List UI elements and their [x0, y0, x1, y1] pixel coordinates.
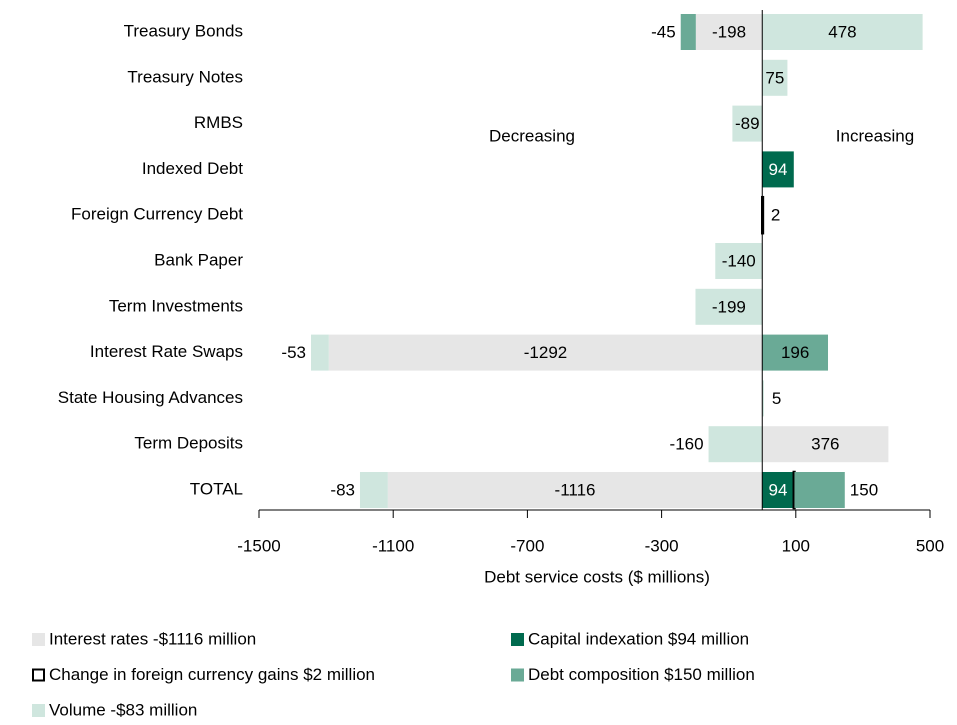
data-label: 196 — [781, 343, 809, 362]
bar — [695, 14, 763, 50]
y-tick-label: Treasury Bonds — [124, 21, 243, 40]
legend-label: Change in foreign currency gains $2 mill… — [49, 665, 375, 684]
legend-label: Debt composition $150 million — [528, 665, 755, 684]
bar — [311, 334, 329, 371]
data-label: -53 — [281, 343, 306, 362]
legend-swatch — [511, 633, 524, 646]
bar — [328, 334, 763, 371]
bar — [792, 470, 796, 510]
y-tick-label: Indexed Debt — [142, 159, 243, 178]
annotation: Increasing — [836, 126, 914, 145]
legend-label: Capital indexation $94 million — [528, 629, 749, 648]
x-tick-label: -1500 — [237, 536, 280, 555]
bar — [695, 288, 763, 325]
data-label: 94 — [769, 480, 788, 499]
y-tick-label: Term Investments — [109, 296, 243, 315]
data-label: 2 — [771, 206, 780, 225]
data-label: 376 — [811, 435, 839, 454]
bar — [762, 14, 923, 50]
x-tick-label: -700 — [510, 536, 544, 555]
bar — [359, 472, 388, 508]
y-tick-label: Foreign Currency Debt — [71, 205, 243, 224]
y-tick-label: Bank Paper — [154, 250, 243, 269]
legend-label: Interest rates -$1116 million — [49, 629, 256, 648]
bar — [762, 151, 794, 188]
data-label: -199 — [712, 297, 746, 316]
data-label: -89 — [735, 114, 760, 133]
data-label: 5 — [772, 389, 781, 408]
bar — [762, 59, 788, 96]
data-label: -160 — [670, 435, 704, 454]
bar — [762, 472, 794, 508]
legend-swatch — [32, 633, 45, 646]
bar — [794, 472, 845, 508]
x-tick-label: -300 — [645, 536, 679, 555]
bar — [762, 426, 889, 463]
annotation: Decreasing — [489, 126, 575, 145]
data-label: -45 — [651, 22, 676, 41]
bar — [680, 14, 696, 50]
data-label: 478 — [828, 22, 856, 41]
y-tick-label: Term Deposits — [134, 434, 243, 453]
y-tick-label: State Housing Advances — [58, 388, 243, 407]
data-label: -83 — [330, 480, 355, 499]
bar — [762, 380, 764, 417]
y-tick-label: Interest Rate Swaps — [90, 342, 243, 361]
data-label: 150 — [850, 480, 878, 499]
data-label: -198 — [712, 22, 746, 41]
legend-swatch — [32, 704, 45, 717]
y-tick-label: TOTAL — [190, 479, 243, 498]
x-tick-label: 100 — [782, 536, 810, 555]
bar — [732, 105, 763, 142]
y-tick-label: RMBS — [194, 113, 243, 132]
data-label: -1292 — [524, 343, 567, 362]
legend-swatch — [511, 668, 524, 682]
data-label: -140 — [722, 251, 756, 270]
data-label: 94 — [769, 160, 788, 179]
legend-label: Volume -$83 million — [49, 700, 197, 719]
y-tick-label: Treasury Notes — [127, 67, 243, 86]
x-tick-label: 500 — [916, 536, 944, 555]
bar — [387, 472, 763, 508]
x-axis-title: Debt service costs ($ millions) — [484, 567, 710, 586]
bar — [715, 243, 763, 279]
data-label: -1116 — [555, 480, 596, 499]
legend-swatch — [32, 668, 45, 682]
data-label: 75 — [765, 68, 784, 87]
x-tick-label: -1100 — [372, 536, 414, 555]
bar — [708, 426, 763, 463]
bar — [762, 334, 829, 371]
